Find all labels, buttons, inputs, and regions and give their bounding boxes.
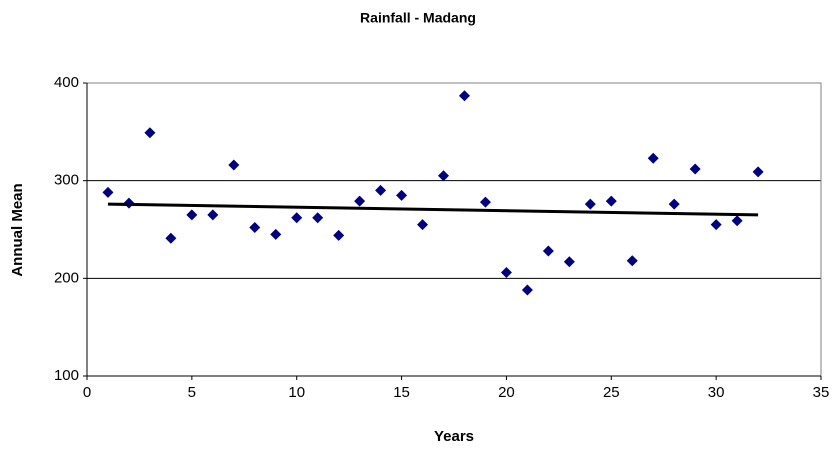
scatter-point bbox=[354, 195, 366, 207]
scatter-point bbox=[438, 170, 450, 182]
scatter-point bbox=[144, 127, 156, 139]
plot-border bbox=[86, 82, 822, 377]
y-tick-label: 200 bbox=[54, 269, 79, 286]
scatter-point bbox=[396, 189, 408, 201]
x-tick-label: 25 bbox=[603, 384, 620, 401]
y-axis-label: Annual Mean bbox=[9, 183, 26, 276]
scatter-point bbox=[542, 245, 554, 257]
scatter-point bbox=[689, 163, 701, 175]
x-axis-label: Years bbox=[434, 428, 474, 445]
scatter-point bbox=[291, 212, 303, 224]
x-tick-label: 5 bbox=[188, 384, 196, 401]
x-tick-label: 35 bbox=[813, 384, 830, 401]
scatter-point bbox=[731, 215, 743, 227]
scatter-point bbox=[375, 184, 387, 196]
scatter-point bbox=[333, 229, 345, 241]
scatter-point bbox=[165, 232, 177, 244]
scatter-point bbox=[626, 255, 638, 267]
chart-title: Rainfall - Madang bbox=[360, 10, 476, 26]
y-tick-label: 100 bbox=[54, 367, 79, 384]
scatter-point bbox=[458, 90, 470, 102]
y-tick-label: 400 bbox=[54, 74, 79, 91]
x-tick-label: 15 bbox=[393, 384, 410, 401]
x-tick-label: 30 bbox=[708, 384, 725, 401]
scatter-point bbox=[186, 209, 198, 221]
scatter-point bbox=[584, 198, 596, 210]
scatter-point bbox=[668, 198, 680, 210]
scatter-point bbox=[647, 152, 659, 164]
x-tick-label: 0 bbox=[83, 384, 91, 401]
scatter-point bbox=[312, 212, 324, 224]
trendline bbox=[107, 202, 759, 217]
scatter-point bbox=[563, 256, 575, 268]
scatter-point bbox=[710, 219, 722, 231]
scatter-point bbox=[521, 284, 533, 296]
scatter-point bbox=[228, 159, 240, 171]
scatter-point bbox=[752, 166, 764, 178]
scatter-point bbox=[207, 209, 219, 221]
y-tick-label: 300 bbox=[54, 172, 79, 189]
scatter-point bbox=[249, 222, 261, 234]
scatter-point bbox=[605, 195, 617, 207]
x-tick-label: 10 bbox=[288, 384, 305, 401]
scatter-point bbox=[500, 266, 512, 278]
scatter-point bbox=[102, 186, 114, 198]
scatter-point bbox=[270, 228, 282, 240]
scatter-point bbox=[417, 219, 429, 231]
scatter-point bbox=[479, 196, 491, 208]
x-tick-label: 20 bbox=[498, 384, 515, 401]
